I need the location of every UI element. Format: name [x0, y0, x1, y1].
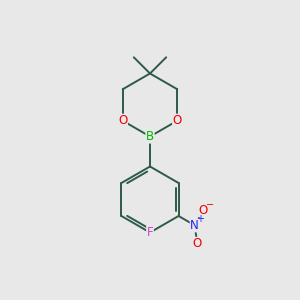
- Text: O: O: [193, 237, 202, 250]
- Text: O: O: [118, 114, 127, 127]
- Text: N: N: [190, 219, 199, 232]
- Text: +: +: [196, 214, 204, 224]
- Text: −: −: [206, 200, 214, 210]
- Text: O: O: [173, 114, 182, 127]
- Text: F: F: [147, 226, 153, 239]
- Text: O: O: [199, 204, 208, 217]
- Text: B: B: [146, 130, 154, 143]
